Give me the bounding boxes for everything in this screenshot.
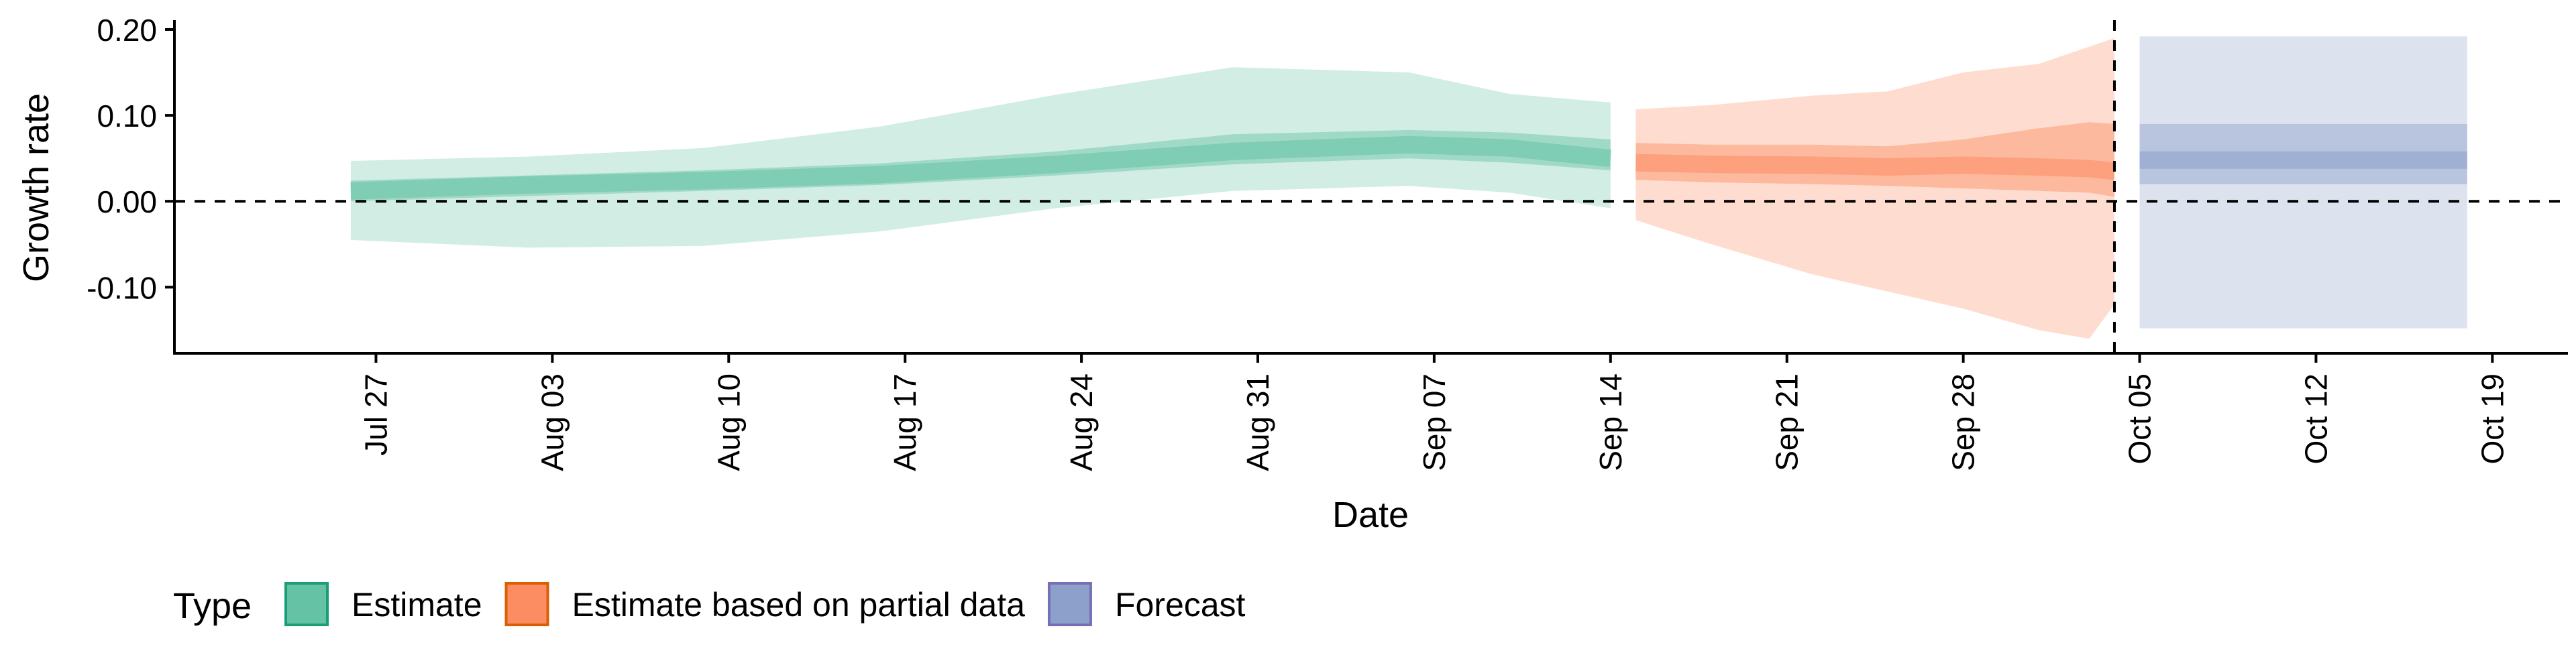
x-tick-label: Oct 05: [2123, 373, 2157, 465]
legend-key-estimate: [284, 582, 329, 626]
x-axis-title: Date: [1332, 495, 1409, 535]
y-axis-title: Growth rate: [16, 93, 56, 282]
median-layer: [350, 135, 2467, 200]
legend-key-forecast: [1047, 582, 1092, 626]
x-tick-label: Sep 07: [1417, 373, 1452, 471]
median-line-estimate: [350, 135, 1612, 200]
band-90-estimate-based-on-partial-data: [1635, 38, 2114, 339]
x-tick-label: Sep 28: [1946, 373, 1981, 471]
x-tick-label: Oct 19: [2475, 373, 2510, 465]
x-tick-label: Aug 03: [535, 373, 570, 471]
y-tick-label: 0.20: [97, 13, 157, 48]
x-tick-label: Sep 21: [1770, 373, 1805, 471]
x-tick-label: Aug 17: [888, 373, 922, 471]
legend-title: Type: [173, 586, 252, 626]
reference-lines-layer: [174, 20, 2568, 353]
legend-label-forecast: Forecast: [1115, 586, 1246, 624]
y-tick-label: 0.10: [97, 99, 157, 133]
x-tick-label: Oct 12: [2298, 373, 2333, 465]
x-tick-label: Aug 10: [711, 373, 746, 471]
axes-layer: -0.10 0.00 0.10 0.20 Jul 27 Aug 03 Aug 10 Aug 1…: [87, 13, 2568, 471]
band-90-forecast: [2139, 36, 2467, 329]
x-tick-label: Aug 24: [1064, 373, 1099, 471]
axis-labels-layer: Date Growth rate: [16, 93, 1409, 535]
legend-label-estimate-based-on-partial-data: Estimate based on partial data: [572, 586, 1026, 624]
x-tick-label: Jul 27: [359, 373, 394, 456]
y-tick-label: -0.10: [87, 270, 157, 305]
legend-label-estimate: Estimate: [352, 586, 482, 624]
legend: Type Estimate Estimate based on partial d…: [173, 582, 1246, 626]
x-tick-label: Aug 31: [1240, 373, 1275, 471]
y-tick-label: 0.00: [97, 184, 157, 219]
median-line-estimate-based-on-partial-data: [1635, 154, 2116, 180]
x-tick-label: Sep 14: [1593, 373, 1628, 471]
legend-key-estimate-based-on-partial-data: [504, 582, 549, 626]
